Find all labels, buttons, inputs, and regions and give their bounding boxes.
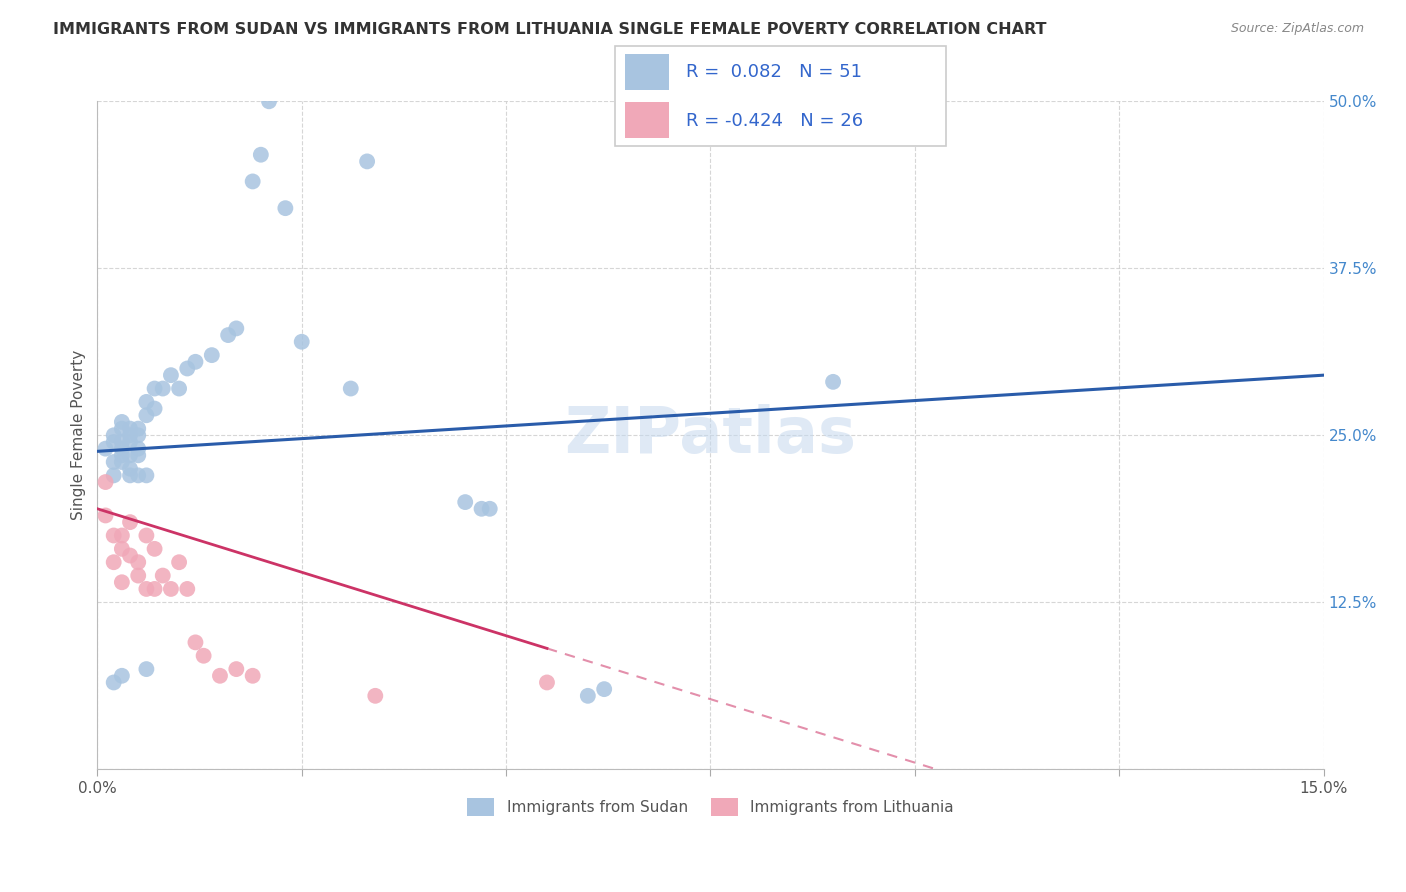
Point	[225, 321, 247, 335]
Point	[193, 648, 215, 663]
Point	[167, 382, 190, 396]
Point	[111, 455, 134, 469]
Point	[127, 568, 149, 582]
Point	[225, 662, 247, 676]
Point	[184, 355, 207, 369]
Point	[454, 495, 477, 509]
Point	[111, 528, 134, 542]
Point	[167, 555, 190, 569]
Point	[176, 361, 198, 376]
Point	[118, 515, 141, 529]
Point	[103, 468, 125, 483]
Legend: Immigrants from Sudan, Immigrants from Lithuania: Immigrants from Sudan, Immigrants from L…	[461, 792, 960, 822]
Text: R = -0.424   N = 26: R = -0.424 N = 26	[686, 112, 863, 129]
Point	[118, 468, 141, 483]
Text: IMMIGRANTS FROM SUDAN VS IMMIGRANTS FROM LITHUANIA SINGLE FEMALE POVERTY CORRELA: IMMIGRANTS FROM SUDAN VS IMMIGRANTS FROM…	[53, 22, 1047, 37]
Point	[118, 434, 141, 449]
Text: R =  0.082   N = 51: R = 0.082 N = 51	[686, 63, 862, 81]
Point	[118, 428, 141, 442]
Point	[127, 555, 149, 569]
Point	[176, 582, 198, 596]
Point	[127, 468, 149, 483]
Point	[152, 382, 174, 396]
Point	[118, 448, 141, 462]
Point	[103, 428, 125, 442]
Point	[135, 662, 157, 676]
Point	[103, 528, 125, 542]
Point	[339, 382, 361, 396]
Point	[823, 375, 845, 389]
Point	[160, 582, 183, 596]
Point	[111, 422, 134, 436]
Point	[217, 328, 239, 343]
Point	[103, 455, 125, 469]
Point	[103, 434, 125, 449]
Point	[111, 434, 134, 449]
Point	[103, 555, 125, 569]
Bar	[626, 102, 669, 138]
Point	[143, 582, 166, 596]
Point	[111, 448, 134, 462]
Y-axis label: Single Female Poverty: Single Female Poverty	[72, 351, 86, 520]
Point	[143, 401, 166, 416]
Point	[118, 549, 141, 563]
Point	[135, 409, 157, 423]
Point	[118, 461, 141, 475]
Point	[111, 442, 134, 456]
Point	[111, 575, 134, 590]
Bar	[626, 54, 669, 90]
Point	[143, 541, 166, 556]
Point	[242, 174, 264, 188]
Point	[94, 442, 117, 456]
Point	[152, 568, 174, 582]
Point	[160, 368, 183, 383]
Point	[135, 468, 157, 483]
Point	[135, 395, 157, 409]
Point	[471, 501, 494, 516]
Point	[536, 675, 558, 690]
Point	[201, 348, 224, 362]
Point	[250, 147, 273, 161]
Point	[135, 528, 157, 542]
Point	[593, 682, 616, 697]
Point	[103, 675, 125, 690]
Point	[257, 95, 280, 109]
Text: Source: ZipAtlas.com: Source: ZipAtlas.com	[1230, 22, 1364, 36]
Point	[111, 415, 134, 429]
Point	[184, 635, 207, 649]
Point	[127, 448, 149, 462]
Point	[127, 422, 149, 436]
Point	[208, 669, 231, 683]
Point	[135, 582, 157, 596]
Point	[111, 669, 134, 683]
Point	[576, 689, 599, 703]
Point	[364, 689, 387, 703]
Text: ZIPatlas: ZIPatlas	[564, 404, 856, 467]
Point	[274, 201, 297, 215]
Point	[118, 422, 141, 436]
Point	[356, 154, 378, 169]
Point	[127, 428, 149, 442]
Point	[291, 334, 314, 349]
Point	[242, 669, 264, 683]
Point	[478, 501, 501, 516]
Point	[143, 382, 166, 396]
Point	[111, 541, 134, 556]
Point	[127, 442, 149, 456]
FancyBboxPatch shape	[614, 45, 946, 146]
Point	[94, 475, 117, 489]
Point	[94, 508, 117, 523]
